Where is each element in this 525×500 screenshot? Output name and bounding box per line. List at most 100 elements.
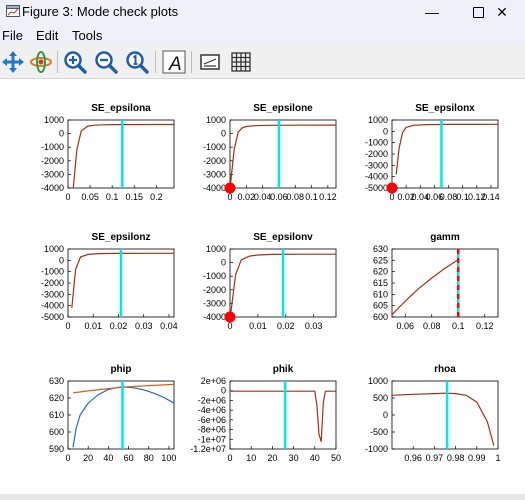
- y-tick-label: 600: [373, 312, 388, 322]
- x-tick-label: 0.98: [447, 453, 465, 463]
- y-tick-label: 1000: [206, 244, 226, 254]
- y-tick-label: -4000: [365, 172, 388, 182]
- menu-edit[interactable]: Edit: [36, 28, 59, 43]
- x-tick-label: 0: [65, 192, 70, 202]
- x-tick-label: 0.01: [249, 321, 267, 331]
- x-tick-label: 0.02: [277, 321, 295, 331]
- series-line-1: [72, 383, 174, 394]
- status-bar: [0, 494, 525, 500]
- y-tick-label: -1000: [203, 142, 226, 152]
- pan-icon: [2, 51, 24, 73]
- y-tick-label: 500: [373, 393, 388, 403]
- x-tick-label: 0.04: [160, 321, 178, 331]
- y-tick-label: -1000: [203, 271, 226, 281]
- y-tick-label: 615: [373, 278, 388, 288]
- x-tick-label: 0.06: [426, 192, 444, 202]
- x-tick-label: 0.12: [468, 192, 486, 202]
- y-tick-label: 625: [373, 255, 388, 265]
- series-line-0: [230, 390, 336, 442]
- series-line-0: [395, 123, 498, 175]
- zoom-reset-icon: [126, 51, 149, 74]
- x-tick-label: 0.02: [110, 321, 128, 331]
- y-tick-label: -8e+06: [198, 425, 226, 435]
- x-tick-label: 40: [310, 453, 320, 463]
- rotate-button[interactable]: [28, 49, 54, 75]
- plot-title: phip: [110, 364, 131, 375]
- title-bar: Figure 3: Mode check plots — ✕: [0, 0, 525, 24]
- plot-frame: [67, 380, 175, 450]
- y-tick-label: 610: [373, 289, 388, 299]
- x-tick-label: 0.08: [423, 321, 441, 331]
- y-tick-label: -1000: [365, 138, 388, 148]
- legend-icon: [200, 54, 220, 70]
- y-tick-label: -2000: [41, 156, 64, 166]
- x-tick-label: 0.02: [238, 192, 256, 202]
- y-tick-label: -4e+06: [198, 405, 226, 415]
- plot-title: SE_epsilone: [253, 103, 313, 114]
- y-tick-label: 0: [59, 255, 64, 265]
- y-tick-label: -2000: [203, 285, 226, 295]
- y-tick-label: 0: [221, 386, 226, 396]
- x-tick-label: 0: [227, 321, 232, 331]
- zoom-in-icon: [64, 51, 87, 74]
- figure-canvas[interactable]: SE_epsilona 0 0.05 0.1 0.15 0.2 1000 0 -1000 -200…: [0, 79, 525, 494]
- pan-button[interactable]: [0, 49, 26, 75]
- subplot-1: SE_epsilone 0 0.020.040.060.08 0.1 0.12 1000 0…: [203, 103, 337, 202]
- x-tick-label: 0.14: [482, 192, 500, 202]
- y-tick-label: -2000: [203, 156, 226, 166]
- x-tick-label: 0.12: [319, 192, 337, 202]
- y-tick-label: 620: [49, 393, 64, 403]
- series-line-0: [392, 392, 495, 446]
- y-tick-label: -6e+06: [198, 415, 226, 425]
- zoom-out-button[interactable]: [93, 49, 119, 75]
- y-tick-label: 630: [49, 376, 64, 386]
- menu-tools[interactable]: Tools: [72, 28, 103, 43]
- y-tick-label: -1e+07: [198, 434, 226, 444]
- minimize-button[interactable]: —: [425, 4, 439, 20]
- text-button[interactable]: A: [161, 49, 187, 75]
- x-tick-label: 0.99: [468, 453, 486, 463]
- y-tick-label: 0: [383, 126, 388, 136]
- x-tick-label: 0: [227, 192, 232, 202]
- text-icon: A: [162, 50, 186, 75]
- plot-frame: [229, 119, 337, 189]
- menu-file[interactable]: File: [2, 28, 23, 43]
- y-tick-label: 630: [373, 244, 388, 254]
- maximize-button[interactable]: [455, 0, 501, 24]
- x-tick-label: 0.15: [125, 192, 143, 202]
- y-tick-label: 0: [221, 258, 226, 268]
- plot-title: SE_epsilonz: [92, 232, 151, 243]
- y-tick-label: 0: [383, 410, 388, 420]
- x-tick-label: 0.97: [426, 453, 444, 463]
- x-tick-label: 100: [161, 453, 176, 463]
- close-button[interactable]: ✕: [496, 3, 508, 20]
- series-line-0: [230, 124, 336, 186]
- x-tick-label: 0.1: [452, 321, 465, 331]
- series-line-0: [72, 123, 174, 188]
- y-tick-label: -3000: [365, 160, 388, 170]
- legend-button[interactable]: [197, 49, 223, 75]
- x-tick-label: 0.05: [81, 192, 99, 202]
- x-tick-label: 0.08: [286, 192, 304, 202]
- x-tick-label: 80: [144, 453, 154, 463]
- plot-title: phik: [273, 364, 294, 375]
- svg-text:A: A: [168, 54, 182, 75]
- toolbar-separator: [191, 51, 192, 73]
- grid-button[interactable]: [228, 49, 254, 75]
- y-tick-label: -1000: [41, 267, 64, 277]
- x-tick-label: 0.2: [150, 192, 163, 202]
- plot-frame: [229, 380, 337, 450]
- zoom-in-button[interactable]: [62, 49, 88, 75]
- boundary-dot: [224, 311, 236, 323]
- zoom-reset-button[interactable]: [124, 49, 150, 75]
- y-tick-label: -500: [370, 427, 388, 437]
- plot-frame: [391, 380, 499, 450]
- y-tick-label: -4000: [41, 183, 64, 193]
- y-tick-label: 590: [49, 444, 64, 454]
- x-tick-label: 20: [267, 453, 277, 463]
